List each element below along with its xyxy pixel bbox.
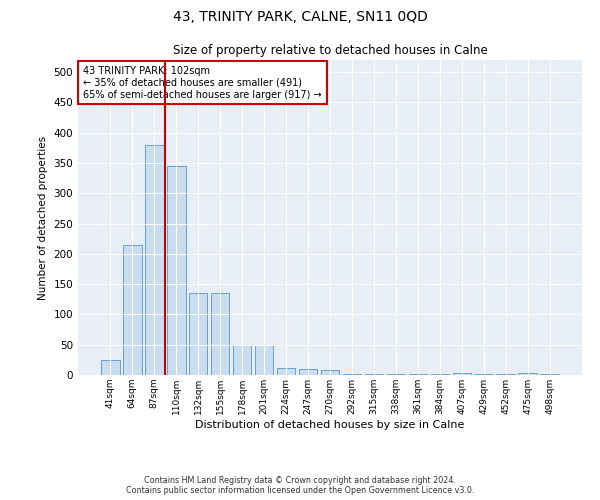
Bar [167,166,185,375]
Bar [343,374,361,375]
Bar [386,374,405,375]
Bar [277,368,295,375]
Bar [518,373,537,375]
Text: 43 TRINITY PARK: 102sqm
← 35% of detached houses are smaller (491)
65% of semi-d: 43 TRINITY PARK: 102sqm ← 35% of detache… [83,66,322,100]
Bar [101,360,119,375]
Bar [320,370,340,375]
Bar [233,344,251,375]
Bar [541,374,559,375]
Bar [145,145,164,375]
Title: Size of property relative to detached houses in Calne: Size of property relative to detached ho… [173,44,487,58]
Bar [431,374,449,375]
Bar [211,293,229,375]
Bar [496,374,515,375]
Bar [255,344,274,375]
Bar [299,369,317,375]
Bar [365,374,383,375]
X-axis label: Distribution of detached houses by size in Calne: Distribution of detached houses by size … [196,420,464,430]
Bar [123,245,142,375]
Bar [189,293,208,375]
Y-axis label: Number of detached properties: Number of detached properties [38,136,48,300]
Text: 43, TRINITY PARK, CALNE, SN11 0QD: 43, TRINITY PARK, CALNE, SN11 0QD [173,10,427,24]
Text: Contains HM Land Registry data © Crown copyright and database right 2024.
Contai: Contains HM Land Registry data © Crown c… [126,476,474,495]
Bar [475,374,493,375]
Bar [409,374,427,375]
Bar [452,372,471,375]
